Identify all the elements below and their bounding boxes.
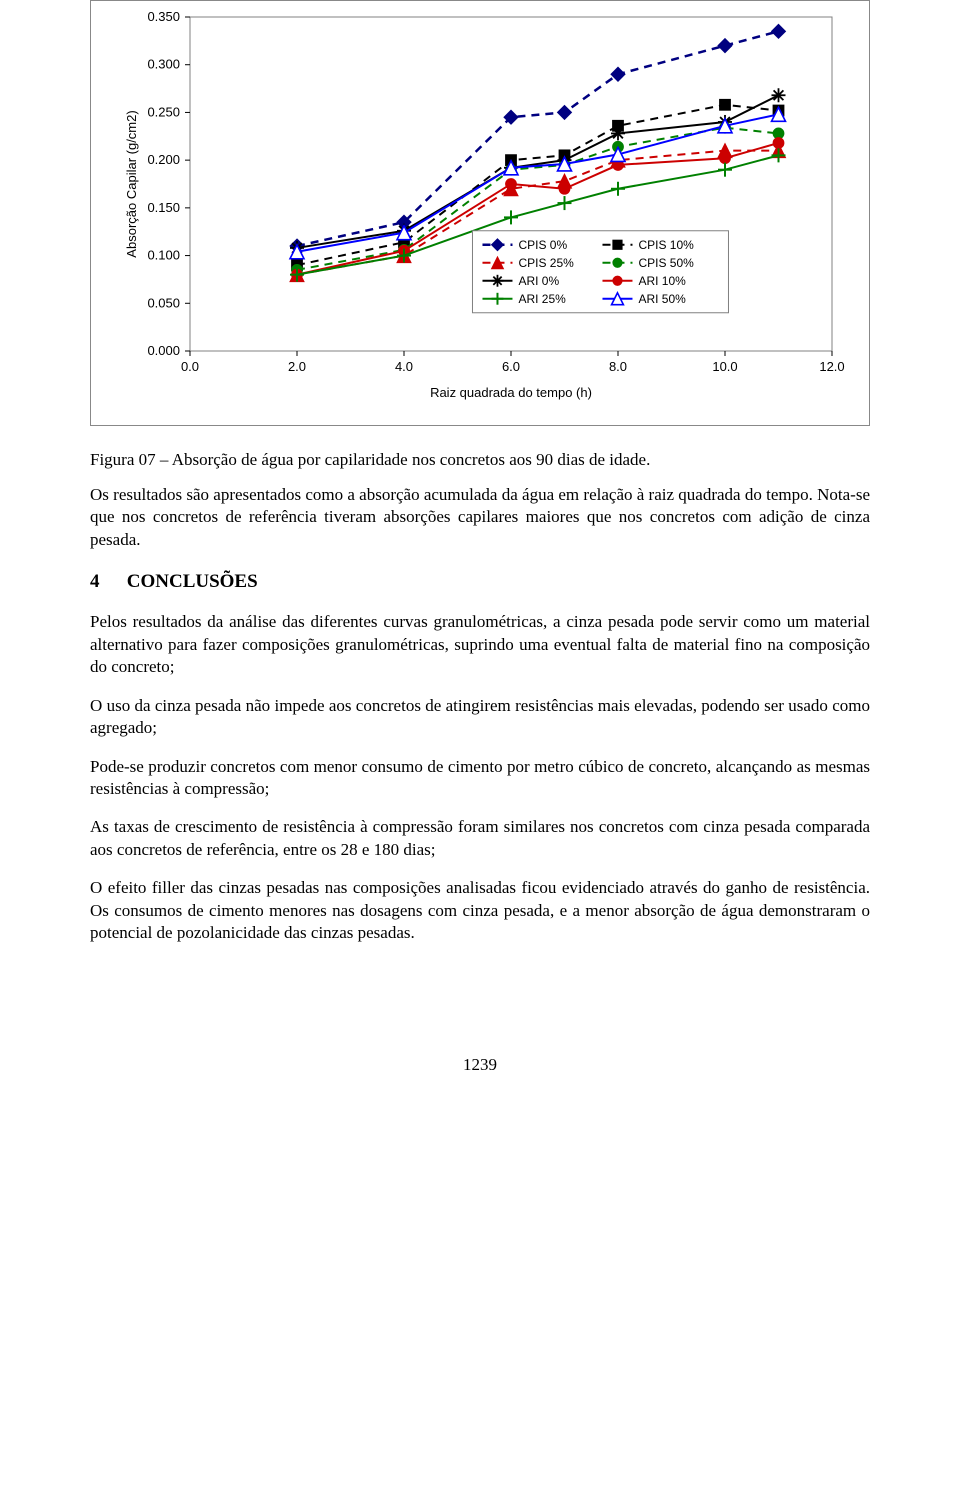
svg-text:ARI 0%: ARI 0% — [518, 274, 559, 288]
svg-text:0.0: 0.0 — [181, 359, 199, 374]
conclusion-2: O uso da cinza pesada não impede aos con… — [90, 695, 870, 740]
paragraph-after-figure: Os resultados são apresentados como a ab… — [90, 484, 870, 551]
svg-text:Raiz quadrada do tempo (h): Raiz quadrada do tempo (h) — [430, 385, 592, 400]
svg-text:10.0: 10.0 — [712, 359, 737, 374]
svg-text:0.150: 0.150 — [147, 200, 180, 215]
svg-text:Absorção Capilar (g/cm2): Absorção Capilar (g/cm2) — [124, 110, 139, 257]
svg-text:6.0: 6.0 — [502, 359, 520, 374]
figure-caption: Figura 07 – Absorção de água por capilar… — [90, 450, 870, 470]
section-title: CONCLUSÕES — [127, 571, 258, 592]
svg-text:CPIS 25%: CPIS 25% — [518, 256, 574, 270]
svg-text:0.300: 0.300 — [147, 57, 180, 72]
svg-text:0.100: 0.100 — [147, 248, 180, 263]
conclusion-1: Pelos resultados da análise das diferent… — [90, 611, 870, 678]
conclusion-4: As taxas de crescimento de resistência à… — [90, 816, 870, 861]
section-number: 4 — [90, 571, 122, 593]
page-number: 1239 — [90, 1055, 870, 1075]
conclusion-5: O efeito filler das cinzas pesadas nas c… — [90, 877, 870, 944]
svg-text:12.0: 12.0 — [819, 359, 844, 374]
svg-text:ARI 50%: ARI 50% — [638, 292, 686, 306]
svg-text:0.250: 0.250 — [147, 104, 180, 119]
absorption-chart: 0.000 0.050 0.100 0.150 0.200 0.250 0.300 0.350… — [110, 7, 850, 407]
svg-text:CPIS 50%: CPIS 50% — [638, 256, 694, 270]
section-heading: 4 CONCLUSÕES — [90, 571, 870, 593]
chart-frame: 0.000 0.050 0.100 0.150 0.200 0.250 0.300 0.350… — [90, 0, 870, 426]
svg-text:8.0: 8.0 — [609, 359, 627, 374]
svg-text:2.0: 2.0 — [288, 359, 306, 374]
svg-text:0.200: 0.200 — [147, 152, 180, 167]
svg-text:0.050: 0.050 — [147, 295, 180, 310]
conclusion-3: Pode-se produzir concretos com menor con… — [90, 756, 870, 801]
svg-text:4.0: 4.0 — [395, 359, 413, 374]
svg-text:CPIS 0%: CPIS 0% — [518, 238, 567, 252]
svg-text:CPIS 10%: CPIS 10% — [638, 238, 694, 252]
svg-text:ARI 10%: ARI 10% — [638, 274, 686, 288]
svg-text:0.350: 0.350 — [147, 9, 180, 24]
svg-text:ARI 25%: ARI 25% — [518, 292, 566, 306]
svg-text:0.000: 0.000 — [147, 343, 180, 358]
